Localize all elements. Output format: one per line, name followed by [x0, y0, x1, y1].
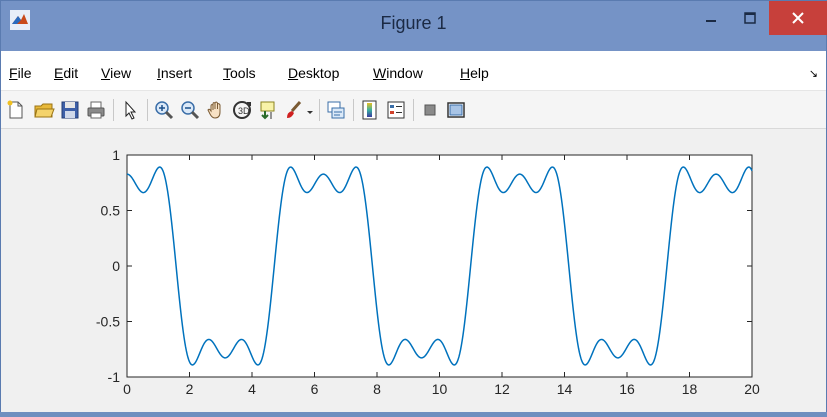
plot-svg: 0 2 4 6 8 10 12 14 16 18 20 -1 -0.5 0 0.5 1	[96, 147, 760, 397]
x-tick-label: 2	[186, 381, 194, 397]
svg-text:3D: 3D	[238, 106, 250, 116]
title-bar[interactable]: Figure 1	[1, 1, 827, 51]
toolbar-separator	[113, 99, 114, 121]
minimize-icon	[706, 20, 716, 22]
colorbar-icon[interactable]	[359, 99, 381, 121]
brush-dropdown-icon[interactable]	[305, 99, 315, 121]
x-tick-label: 16	[619, 381, 635, 397]
brush-icon[interactable]	[283, 99, 305, 121]
x-tick-label: 14	[557, 381, 573, 397]
series-line	[126, 166, 753, 366]
pan-hand-icon[interactable]	[205, 99, 227, 121]
x-tick-label: 8	[373, 381, 381, 397]
menu-edit[interactable]: Edit	[54, 65, 79, 81]
link-plot-icon[interactable]	[325, 99, 347, 121]
toolbar-separator	[413, 99, 414, 121]
axis-tick-labels: 0 2 4 6 8 10 12 14 16 18 20 -1 -0.5 0 0.5 1	[96, 147, 760, 397]
menu-help[interactable]: Help	[460, 65, 489, 81]
close-icon	[792, 12, 804, 24]
pointer-icon[interactable]	[119, 99, 141, 121]
figure-canvas: 0 2 4 6 8 10 12 14 16 18 20 -1 -0.5 0 0.5 1	[1, 130, 826, 412]
menu-view[interactable]: View	[101, 65, 132, 81]
new-figure-icon[interactable]	[5, 99, 27, 121]
legend-icon[interactable]	[385, 99, 407, 121]
menu-window[interactable]: Window	[373, 65, 423, 81]
menu-insert[interactable]: Insert	[157, 65, 193, 81]
print-icon[interactable]	[85, 99, 107, 121]
menu-bar: File Edit View Insert Tools Desktop Wind…	[1, 51, 826, 91]
menu-file[interactable]: File	[9, 65, 32, 81]
show-plot-tools-icon[interactable]	[445, 99, 467, 121]
zoom-out-icon[interactable]	[179, 99, 201, 121]
y-tick-label: -0.5	[96, 314, 120, 330]
matlab-icon	[10, 10, 30, 30]
x-tick-label: 0	[123, 381, 131, 397]
menu-tools[interactable]: Tools	[223, 65, 256, 81]
y-tick-label: 1	[112, 147, 120, 163]
hide-plot-tools-icon[interactable]	[419, 99, 441, 121]
axis-ticks	[126, 154, 753, 378]
toolbar-separator	[353, 99, 354, 121]
menu-desktop[interactable]: Desktop	[288, 65, 340, 81]
x-tick-label: 20	[744, 381, 760, 397]
y-tick-label: 0.5	[101, 203, 121, 219]
y-tick-label: 0	[112, 258, 120, 274]
minimize-button[interactable]	[691, 1, 731, 35]
toolbar-separator	[147, 99, 148, 121]
zoom-in-icon[interactable]	[153, 99, 175, 121]
x-tick-label: 12	[494, 381, 510, 397]
window-title: Figure 1	[380, 13, 447, 33]
open-file-icon[interactable]	[33, 99, 55, 121]
close-button[interactable]	[769, 1, 827, 35]
x-tick-label: 10	[432, 381, 448, 397]
save-icon[interactable]	[59, 99, 81, 121]
y-tick-label: -1	[108, 369, 121, 385]
figure-toolbar: 3D	[1, 91, 826, 129]
x-tick-label: 6	[311, 381, 319, 397]
data-cursor-icon[interactable]	[257, 99, 279, 121]
toolbar-separator	[319, 99, 320, 121]
rotate-3d-icon[interactable]: 3D	[231, 99, 253, 121]
x-tick-label: 4	[248, 381, 256, 397]
x-tick-label: 18	[682, 381, 698, 397]
maximize-icon	[744, 12, 756, 24]
maximize-button[interactable]	[731, 1, 769, 35]
menu-overflow-icon[interactable]: ↘	[808, 68, 818, 80]
